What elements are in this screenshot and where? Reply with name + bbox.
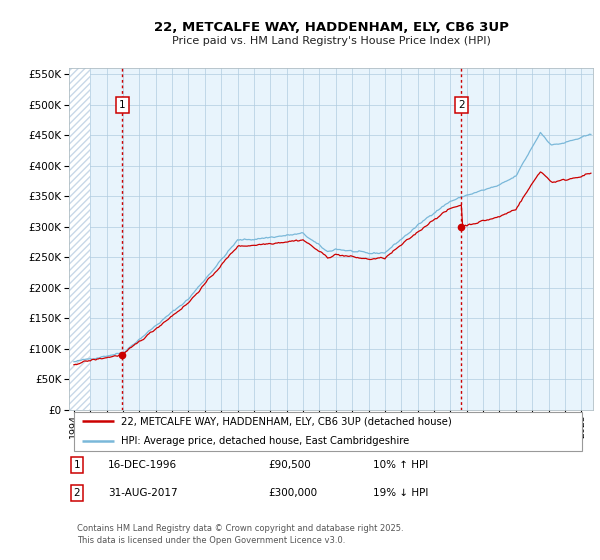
Text: 19% ↓ HPI: 19% ↓ HPI: [373, 488, 428, 498]
Text: 22, METCALFE WAY, HADDENHAM, ELY, CB6 3UP (detached house): 22, METCALFE WAY, HADDENHAM, ELY, CB6 3U…: [121, 417, 452, 426]
Text: £300,000: £300,000: [268, 488, 317, 498]
FancyBboxPatch shape: [74, 412, 583, 451]
Text: 1: 1: [119, 100, 125, 110]
Text: 31-AUG-2017: 31-AUG-2017: [108, 488, 178, 498]
Text: £90,500: £90,500: [268, 460, 311, 470]
Text: 16-DEC-1996: 16-DEC-1996: [108, 460, 178, 470]
Text: 1: 1: [74, 460, 80, 470]
Text: 22, METCALFE WAY, HADDENHAM, ELY, CB6 3UP: 22, METCALFE WAY, HADDENHAM, ELY, CB6 3U…: [154, 21, 509, 34]
Text: HPI: Average price, detached house, East Cambridgeshire: HPI: Average price, detached house, East…: [121, 436, 410, 446]
Text: 10% ↑ HPI: 10% ↑ HPI: [373, 460, 428, 470]
Text: 2: 2: [74, 488, 80, 498]
Text: Contains HM Land Registry data © Crown copyright and database right 2025.
This d: Contains HM Land Registry data © Crown c…: [77, 524, 403, 545]
Text: 2: 2: [458, 100, 464, 110]
Text: Price paid vs. HM Land Registry's House Price Index (HPI): Price paid vs. HM Land Registry's House …: [172, 36, 491, 46]
